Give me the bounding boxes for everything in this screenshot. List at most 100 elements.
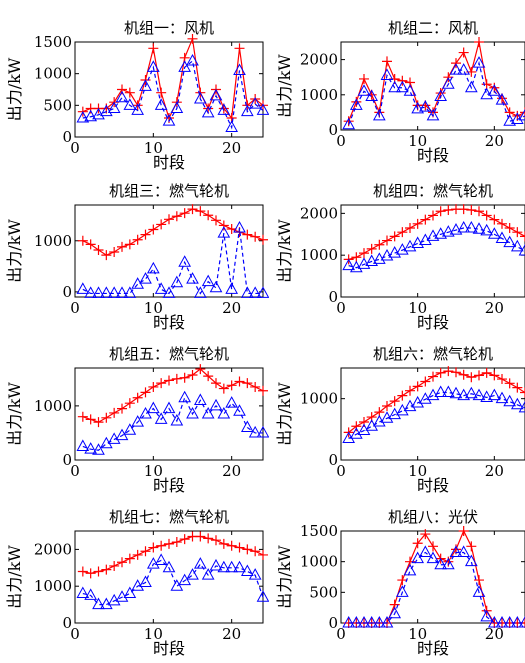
data-point-plus: [520, 107, 525, 118]
data-point-triangle: [123, 586, 137, 599]
data-point-triangle: [76, 439, 90, 451]
data-point-triangle: [123, 286, 137, 298]
series-line: [82, 227, 263, 295]
axes-frame: [340, 367, 525, 461]
data-point-plus: [156, 378, 167, 389]
y-tick-label: 0: [328, 614, 338, 632]
data-point-plus: [497, 218, 507, 229]
x-tick-label: 10: [144, 299, 163, 317]
data-point-triangle: [418, 233, 432, 246]
data-point-triangle: [480, 223, 494, 236]
data-point-triangle: [209, 88, 223, 101]
data-point-plus: [242, 378, 253, 389]
data-point-plus: [164, 375, 174, 386]
data-point-plus: [148, 381, 159, 392]
data-point-plus: [397, 390, 408, 401]
data-point-plus: [420, 529, 431, 540]
data-point-triangle: [457, 388, 471, 401]
data-point-triangle: [380, 68, 394, 80]
data-point-triangle: [503, 394, 517, 407]
series-plus-red: [343, 366, 525, 438]
data-point-triangle: [193, 286, 207, 298]
subplot-title: 机组一：风机: [124, 19, 214, 37]
data-point-triangle: [76, 586, 90, 599]
data-point-plus: [109, 247, 120, 258]
series-triangle-blue: [342, 220, 525, 273]
data-point-plus: [250, 231, 261, 242]
data-point-triangle: [92, 107, 105, 120]
x-axis-label: 时段: [153, 313, 185, 332]
data-point-triangle: [146, 60, 160, 72]
data-point-triangle: [388, 606, 402, 619]
data-point-triangle: [233, 220, 246, 233]
data-point-plus: [458, 204, 469, 215]
x-tick-label: 0: [336, 625, 346, 643]
data-point-triangle: [457, 545, 471, 557]
data-point-plus: [77, 411, 88, 422]
data-point-triangle: [201, 568, 215, 580]
data-point-plus: [85, 414, 96, 425]
data-point-plus: [420, 214, 431, 225]
data-point-triangle: [193, 91, 207, 104]
data-point-plus: [187, 34, 198, 44]
data-point-plus: [179, 208, 190, 219]
data-point-triangle: [131, 103, 145, 115]
data-point-triangle: [107, 286, 121, 298]
data-point-plus: [458, 369, 469, 380]
data-point-triangle: [178, 255, 192, 267]
data-point-plus: [351, 421, 362, 432]
data-point-plus: [428, 210, 438, 221]
data-point-triangle: [503, 235, 517, 248]
data-point-plus: [443, 205, 454, 216]
y-tick-label: 0: [62, 614, 72, 632]
data-point-triangle: [342, 615, 356, 628]
x-tick-label: 0: [70, 139, 80, 157]
y-tick-label: 0: [62, 451, 72, 469]
data-point-plus: [148, 43, 159, 54]
data-point-triangle: [365, 89, 379, 102]
data-point-triangle: [154, 282, 168, 294]
data-point-plus: [466, 205, 477, 216]
x-axis-label: 时段: [417, 146, 449, 165]
data-point-plus: [489, 214, 500, 225]
data-point-triangle: [403, 239, 417, 252]
data-point-triangle: [464, 554, 478, 567]
subplot-title: 机组四：燃气轮机: [373, 182, 493, 200]
x-tick-label: 0: [336, 299, 346, 317]
data-point-plus: [497, 374, 507, 385]
data-point-triangle: [76, 110, 90, 123]
subplot-7: 机组七：燃气轮机 0 10 20 0 1000 2000 时段 出力/kW: [5, 508, 269, 658]
data-point-triangle: [441, 385, 455, 398]
data-point-triangle: [233, 560, 246, 573]
data-point-triangle: [480, 390, 494, 402]
data-point-triangle: [99, 597, 113, 610]
data-point-plus: [109, 407, 120, 418]
y-tick-label: 2000: [34, 540, 72, 558]
subplot-title: 机组三：燃气轮机: [109, 182, 229, 200]
axes-frame: [340, 530, 525, 624]
data-point-triangle: [395, 585, 409, 597]
data-point-triangle: [99, 104, 113, 117]
data-point-plus: [474, 370, 484, 381]
x-tick-label: 10: [408, 625, 427, 643]
y-tick-label: 1000: [34, 232, 72, 250]
data-point-plus: [466, 372, 477, 383]
subplot-title: 机组二：风机: [388, 19, 478, 37]
data-point-triangle: [92, 286, 105, 298]
series-line: [348, 370, 525, 433]
data-point-plus: [171, 373, 182, 384]
data-point-triangle: [449, 223, 463, 235]
data-point-triangle: [240, 286, 254, 298]
data-point-plus: [203, 533, 214, 544]
x-tick-label: 20: [222, 462, 241, 480]
data-point-triangle: [256, 425, 269, 438]
data-point-plus: [140, 229, 151, 240]
data-point-plus: [218, 538, 229, 549]
data-point-triangle: [240, 564, 254, 576]
data-point-triangle: [418, 100, 432, 112]
data-point-triangle: [139, 272, 152, 284]
data-point-plus: [148, 224, 159, 235]
data-point-triangle: [84, 109, 98, 122]
data-point-triangle: [441, 557, 455, 570]
